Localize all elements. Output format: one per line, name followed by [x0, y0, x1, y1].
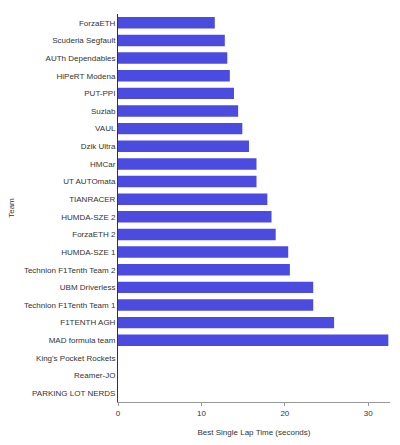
svg-text:0: 0: [116, 409, 121, 418]
svg-text:Technion F1Tenth Team 1: Technion F1Tenth Team 1: [24, 301, 116, 310]
svg-text:Technion F1Tenth Team 2: Technion F1Tenth Team 2: [24, 266, 116, 275]
svg-text:Team: Team: [7, 198, 16, 218]
svg-text:ForzaETH 2: ForzaETH 2: [72, 230, 116, 239]
svg-text:F1TENTH AGH: F1TENTH AGH: [60, 318, 115, 327]
svg-text:HUMDA-SZE 1: HUMDA-SZE 1: [61, 248, 116, 257]
svg-text:King's Pocket Rockets: King's Pocket Rockets: [36, 354, 115, 363]
svg-text:PARKING LOT NERDS: PARKING LOT NERDS: [32, 389, 115, 398]
svg-text:TIANRACER: TIANRACER: [69, 195, 115, 204]
svg-text:AUTh Dependables: AUTh Dependables: [46, 54, 116, 63]
svg-text:HUMDA-SZE 2: HUMDA-SZE 2: [61, 213, 116, 222]
svg-text:Reamer-JO: Reamer-JO: [74, 371, 115, 380]
svg-text:10: 10: [197, 409, 206, 418]
svg-text:UBM Driverless: UBM Driverless: [60, 283, 116, 292]
svg-text:UT AUTOmata: UT AUTOmata: [63, 177, 116, 186]
svg-text:ForzaETH: ForzaETH: [79, 19, 116, 28]
svg-text:Best Single Lap Time (seconds): Best Single Lap Time (seconds): [198, 428, 311, 437]
svg-text:20: 20: [280, 409, 289, 418]
svg-text:PUT-PPI: PUT-PPI: [84, 89, 115, 98]
svg-text:HiPeRT Modena: HiPeRT Modena: [57, 72, 116, 81]
svg-text:HMCar: HMCar: [90, 160, 116, 169]
svg-text:MAD formula team: MAD formula team: [49, 336, 116, 345]
svg-text:Dzik Ultra: Dzik Ultra: [81, 142, 116, 151]
svg-text:30: 30: [364, 409, 373, 418]
svg-text:Suzlab: Suzlab: [91, 107, 116, 116]
svg-text:VAUL: VAUL: [95, 124, 116, 133]
svg-text:Scuderia Segfault: Scuderia Segfault: [52, 36, 116, 45]
